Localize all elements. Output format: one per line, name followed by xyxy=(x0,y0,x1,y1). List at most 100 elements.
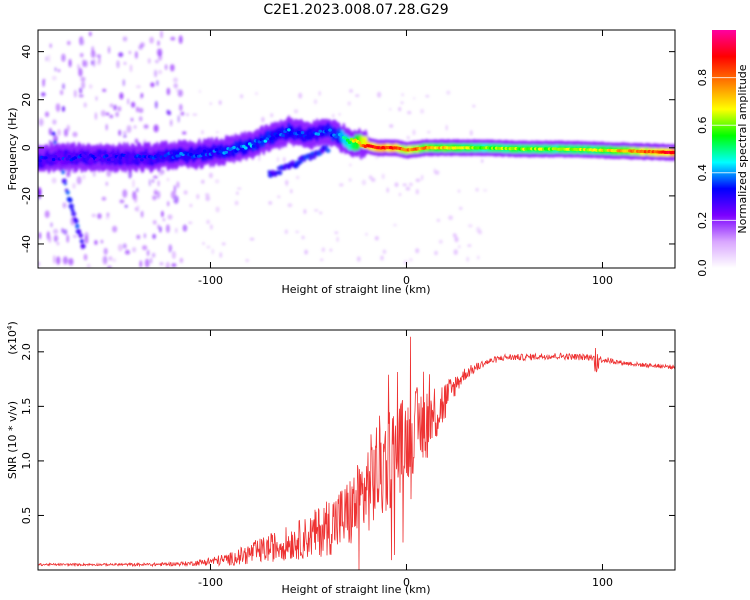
noise-mark xyxy=(178,35,183,44)
noise-mark xyxy=(49,43,52,48)
noise-mark xyxy=(394,182,399,187)
noise-mark xyxy=(434,250,438,256)
noise-mark xyxy=(412,129,416,136)
ridge-core xyxy=(118,156,123,160)
noise-mark xyxy=(338,113,341,116)
noise-mark xyxy=(320,258,324,261)
noise-mark xyxy=(106,212,110,217)
ridge-core xyxy=(257,140,262,144)
x-tick-label: -100 xyxy=(198,576,223,589)
noise-mark xyxy=(117,106,122,112)
noise-mark xyxy=(94,112,97,120)
noise-mark xyxy=(249,237,255,241)
noise-mark xyxy=(122,189,128,198)
colorbar: 0.0 0.2 0.4 0.6 0.8 Normalized spectral ampl… xyxy=(696,30,749,277)
noise-mark xyxy=(415,188,419,195)
branch-mark xyxy=(78,230,82,234)
snr-y-scale-base: (x10 xyxy=(6,330,19,355)
noise-mark xyxy=(105,181,109,186)
noise-mark xyxy=(101,196,106,201)
noise-mark xyxy=(136,187,139,193)
noise-mark xyxy=(255,92,258,95)
noise-mark xyxy=(72,131,78,138)
noise-mark xyxy=(459,206,463,210)
noise-mark xyxy=(156,80,159,86)
noise-mark xyxy=(183,190,188,195)
noise-mark xyxy=(138,107,144,114)
noise-mark xyxy=(189,203,193,208)
ridge-core xyxy=(263,139,268,143)
noise-mark xyxy=(97,213,102,220)
noise-mark xyxy=(208,172,213,179)
ridge-core xyxy=(169,151,174,155)
noise-mark xyxy=(445,124,448,131)
y-tick-label: 1.5 xyxy=(20,398,33,416)
noise-mark xyxy=(159,226,162,233)
noise-mark xyxy=(483,189,488,192)
noise-mark xyxy=(365,232,368,236)
noise-mark xyxy=(44,111,50,118)
ridge-core xyxy=(73,156,77,160)
noise-mark xyxy=(124,204,128,208)
noise-mark xyxy=(219,252,222,258)
noise-mark xyxy=(188,221,193,224)
colorbar-ticks: 0.0 0.2 0.4 0.6 0.8 xyxy=(696,69,736,277)
branch-mark xyxy=(61,170,66,175)
noise-mark xyxy=(119,92,124,100)
noise-mark xyxy=(303,209,307,214)
branch-mark xyxy=(71,211,77,217)
noise-mark xyxy=(160,30,163,39)
noise-mark xyxy=(349,89,353,93)
snr-x-label: Height of straight line (km) xyxy=(281,583,430,596)
noise-mark xyxy=(134,138,139,144)
branch-mark xyxy=(68,203,75,209)
noise-mark xyxy=(54,67,57,72)
noise-mark xyxy=(48,235,52,243)
noise-mark xyxy=(140,93,144,98)
ridge-core xyxy=(328,128,332,132)
noise-mark xyxy=(171,251,176,259)
noise-mark xyxy=(448,215,453,220)
noise-mark xyxy=(370,177,376,182)
noise-mark xyxy=(143,124,149,129)
ridge-core xyxy=(334,135,338,139)
noise-mark xyxy=(147,58,151,64)
ridge-core xyxy=(200,152,205,156)
noise-mark xyxy=(115,111,119,117)
ridge-core xyxy=(48,158,52,162)
noise-mark xyxy=(209,102,212,105)
ridge-core xyxy=(267,135,272,139)
noise-mark xyxy=(389,124,394,128)
noise-mark xyxy=(427,130,431,134)
noise-mark xyxy=(66,40,71,46)
noise-mark xyxy=(52,119,57,125)
noise-mark xyxy=(122,36,128,42)
noise-mark xyxy=(133,125,137,129)
ridge-core xyxy=(287,128,291,132)
branch-mark xyxy=(311,154,317,160)
noise-mark xyxy=(166,87,171,96)
noise-mark xyxy=(63,229,68,235)
noise-mark xyxy=(454,236,459,243)
noise-mark xyxy=(63,128,69,137)
ridge-core xyxy=(128,158,132,162)
noise-mark xyxy=(161,210,164,218)
ridge-core xyxy=(234,149,238,153)
noise-mark xyxy=(61,106,66,112)
ridge-core xyxy=(214,148,219,152)
noise-mark xyxy=(177,115,180,123)
noise-mark xyxy=(136,234,141,240)
noise-mark xyxy=(62,256,68,265)
noise-mark xyxy=(105,216,110,220)
noise-mark xyxy=(83,102,87,108)
noise-mark xyxy=(171,263,177,267)
noise-mark xyxy=(425,95,430,98)
noise-mark xyxy=(45,56,48,62)
noise-mark xyxy=(51,177,57,184)
noise-mark xyxy=(481,159,484,163)
noise-mark xyxy=(56,241,60,246)
noise-mark xyxy=(179,103,183,112)
noise-mark xyxy=(56,104,60,113)
noise-mark xyxy=(293,109,299,114)
ridge-core xyxy=(310,133,315,137)
